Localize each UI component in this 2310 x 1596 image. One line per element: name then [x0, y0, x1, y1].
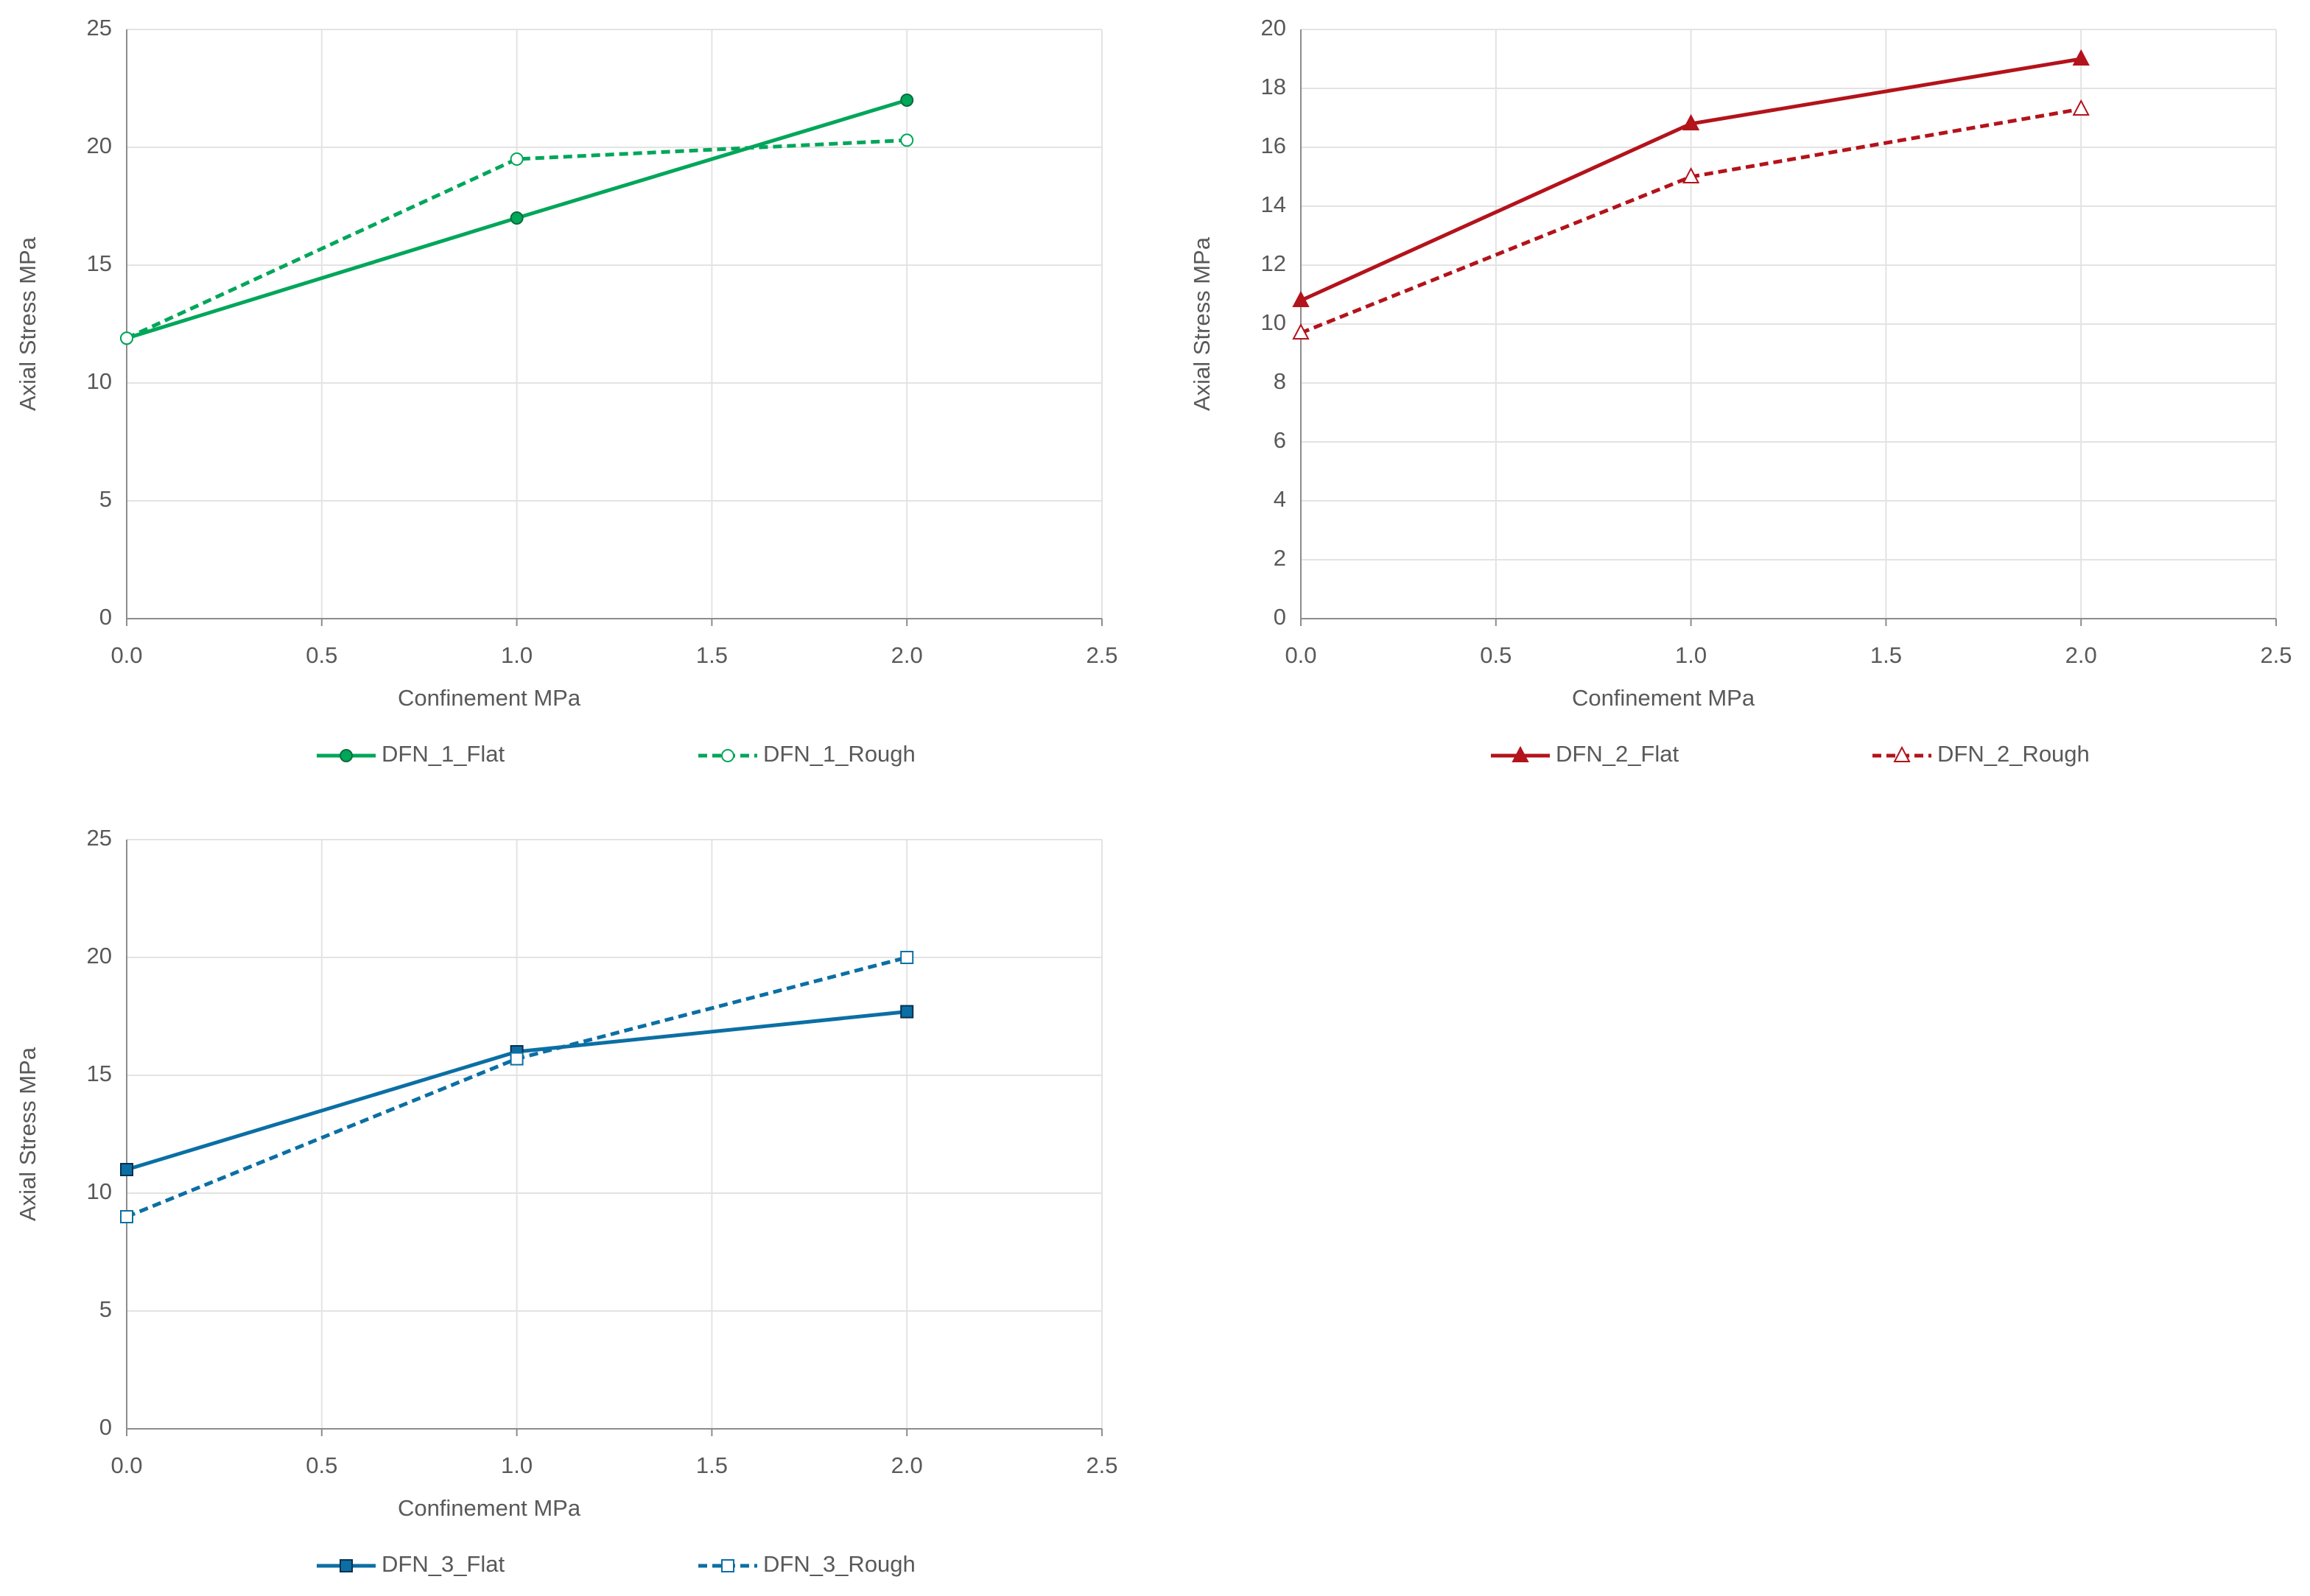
- y-tick-label: 0: [99, 1414, 112, 1440]
- x-axis-title: Confinement MPa: [398, 685, 581, 711]
- x-tick-label: 1.5: [696, 642, 728, 668]
- x-tick-label: 1.5: [1870, 642, 1902, 668]
- legend-marker: [1893, 745, 1911, 762]
- marker: [900, 951, 914, 964]
- x-tick-label: 0.5: [1480, 642, 1512, 668]
- y-axis-title: Axial Stress MPa: [15, 236, 41, 411]
- x-tick-label: 1.0: [501, 1452, 533, 1478]
- x-tick-label: 2.0: [2065, 642, 2097, 668]
- marker: [1682, 166, 1700, 183]
- legend-label: DFN_2_Flat: [1556, 741, 1679, 767]
- legend-marker: [340, 1559, 353, 1572]
- marker: [2072, 99, 2090, 116]
- y-tick-label: 5: [99, 1296, 112, 1322]
- x-tick-label: 0.5: [306, 642, 337, 668]
- y-axis-title: Axial Stress MPa: [1189, 236, 1215, 411]
- y-tick-label: 5: [99, 486, 112, 512]
- marker: [120, 331, 133, 345]
- legend-label: DFN_2_Rough: [1937, 741, 2090, 767]
- y-tick-label: 20: [87, 133, 112, 158]
- marker: [510, 211, 524, 225]
- marker: [2072, 49, 2090, 66]
- y-tick-label: 20: [87, 943, 112, 969]
- y-tick-label: 15: [87, 250, 112, 276]
- x-tick-label: 2.5: [2260, 642, 2292, 668]
- marker: [1682, 113, 1700, 130]
- series-line: [125, 138, 908, 340]
- chart: 0 5 10 15 20 25 0.0 0.5 1.0 1.5 2.0 2.5 Confinement …: [15, 825, 1117, 1577]
- x-axis-title: Confinement MPa: [398, 1495, 581, 1521]
- x-tick-label: 0.0: [1285, 642, 1316, 668]
- legend-marker: [340, 749, 353, 762]
- y-tick-label: 6: [1274, 427, 1286, 453]
- x-tick-label: 1.0: [1675, 642, 1707, 668]
- x-tick-label: 1.5: [696, 1452, 728, 1478]
- y-tick-label: 8: [1274, 368, 1286, 394]
- y-tick-label: 16: [1261, 133, 1286, 158]
- marker: [120, 1163, 133, 1176]
- y-axis-title: Axial Stress MPa: [15, 1047, 41, 1221]
- marker: [900, 1005, 914, 1019]
- y-tick-label: 0: [1274, 604, 1286, 630]
- x-tick-label: 0.0: [110, 1452, 142, 1478]
- x-tick-label: 2.0: [891, 642, 923, 668]
- y-tick-label: 4: [1274, 486, 1286, 512]
- marker: [510, 152, 524, 166]
- marker: [900, 94, 914, 107]
- y-tick-label: 2: [1274, 545, 1286, 571]
- marker: [120, 1210, 133, 1223]
- legend-marker: [1512, 745, 1529, 762]
- y-tick-label: 12: [1261, 250, 1286, 276]
- marker: [900, 133, 914, 147]
- y-tick-label: 18: [1261, 74, 1286, 99]
- chart: 0 5 10 15 20 25 0.0 0.5 1.0 1.5 2.0 2.5 Confinement …: [15, 15, 1117, 767]
- chart: 0 2 4 6 8 10 12 14 16 18 20 0.0 0.5 1.0 1.5 2.0 2.5 Confi…: [1189, 15, 2292, 767]
- y-tick-label: 20: [1261, 15, 1286, 41]
- legend-label: DFN_3_Flat: [382, 1551, 505, 1577]
- marker: [1292, 323, 1310, 340]
- legend-label: DFN_3_Rough: [763, 1551, 916, 1577]
- marker: [1292, 290, 1310, 307]
- x-tick-label: 0.0: [110, 642, 142, 668]
- x-tick-label: 2.5: [1086, 642, 1117, 668]
- y-tick-label: 15: [87, 1061, 112, 1086]
- legend-label: DFN_1_Flat: [382, 741, 505, 767]
- y-tick-label: 14: [1261, 191, 1286, 217]
- x-tick-label: 2.5: [1086, 1452, 1117, 1478]
- x-tick-label: 0.5: [306, 1452, 337, 1478]
- y-tick-label: 25: [87, 825, 112, 851]
- legend-marker: [721, 1559, 734, 1572]
- legend-marker: [721, 749, 734, 762]
- x-tick-label: 2.0: [891, 1452, 923, 1478]
- x-axis-title: Confinement MPa: [1572, 685, 1755, 711]
- y-tick-label: 25: [87, 15, 112, 41]
- y-tick-label: 10: [87, 368, 112, 394]
- y-tick-label: 10: [1261, 309, 1286, 335]
- marker: [510, 1052, 524, 1066]
- legend-label: DFN_1_Rough: [763, 741, 916, 767]
- y-tick-label: 0: [99, 604, 112, 630]
- x-tick-label: 1.0: [501, 642, 533, 668]
- y-tick-label: 10: [87, 1178, 112, 1204]
